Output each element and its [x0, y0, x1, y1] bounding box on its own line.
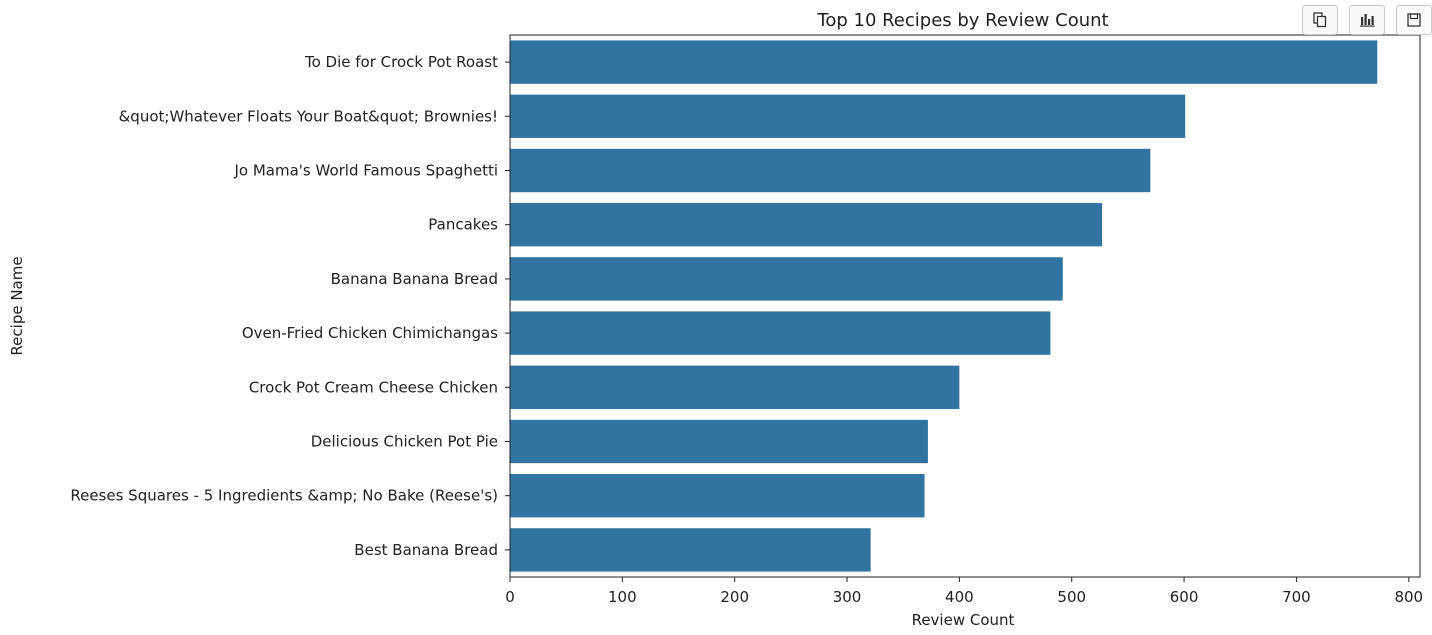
bar [510, 148, 1151, 193]
x-tick-label: 0 [505, 588, 515, 606]
bar [510, 203, 1103, 247]
chart-view-button[interactable] [1349, 5, 1385, 35]
x-axis-label: Review Count [912, 611, 1015, 629]
y-tick-label: Oven-Fried Chicken Chimichangas [242, 324, 498, 342]
bar [510, 40, 1378, 84]
bars-group [510, 40, 1378, 572]
x-tick-labels: 0 100 200 300 400 500 600 700 800 [505, 577, 1423, 606]
y-tick-label: Jo Mama's World Famous Spaghetti [233, 162, 498, 180]
y-tick-label: Delicious Chicken Pot Pie [311, 433, 498, 451]
save-icon [1407, 13, 1421, 27]
bar [510, 474, 925, 518]
bar [510, 94, 1186, 138]
bar [510, 311, 1051, 355]
x-tick-label: 700 [1282, 588, 1311, 606]
chart-title: Top 10 Recipes by Review Count [816, 10, 1108, 31]
plot-frame [509, 34, 1421, 578]
y-tick-label: Banana Banana Bread [331, 270, 498, 288]
x-tick-label: 200 [720, 588, 749, 606]
x-tick-label: 600 [1170, 588, 1199, 606]
chart-toolbar [1302, 5, 1432, 35]
x-tick-label: 300 [833, 588, 862, 606]
save-button[interactable] [1396, 5, 1432, 35]
y-tick-label: Best Banana Bread [354, 541, 498, 559]
bar [510, 365, 960, 409]
y-tick-label: To Die for Crock Pot Roast [304, 53, 498, 71]
copy-icon [1313, 12, 1327, 28]
y-tick-label: Pancakes [428, 216, 498, 234]
x-tick-label: 500 [1057, 588, 1086, 606]
copy-button[interactable] [1302, 5, 1338, 35]
bar [510, 257, 1063, 301]
y-tick-label: Crock Pot Cream Cheese Chicken [249, 378, 498, 396]
y-tick-label: Reeses Squares - 5 Ingredients &amp; No … [70, 487, 498, 505]
x-tick-label: 100 [608, 588, 637, 606]
y-tick-labels: To Die for Crock Pot Roast&quot;Whatever… [70, 53, 510, 559]
y-axis-label: Recipe Name [8, 256, 26, 355]
bar [510, 419, 928, 464]
x-tick-label: 400 [945, 588, 974, 606]
bar [510, 528, 871, 572]
bar-chart-icon [1360, 14, 1375, 27]
y-tick-label: &quot;Whatever Floats Your Boat&quot; Br… [119, 107, 498, 125]
x-tick-label: 800 [1394, 588, 1423, 606]
